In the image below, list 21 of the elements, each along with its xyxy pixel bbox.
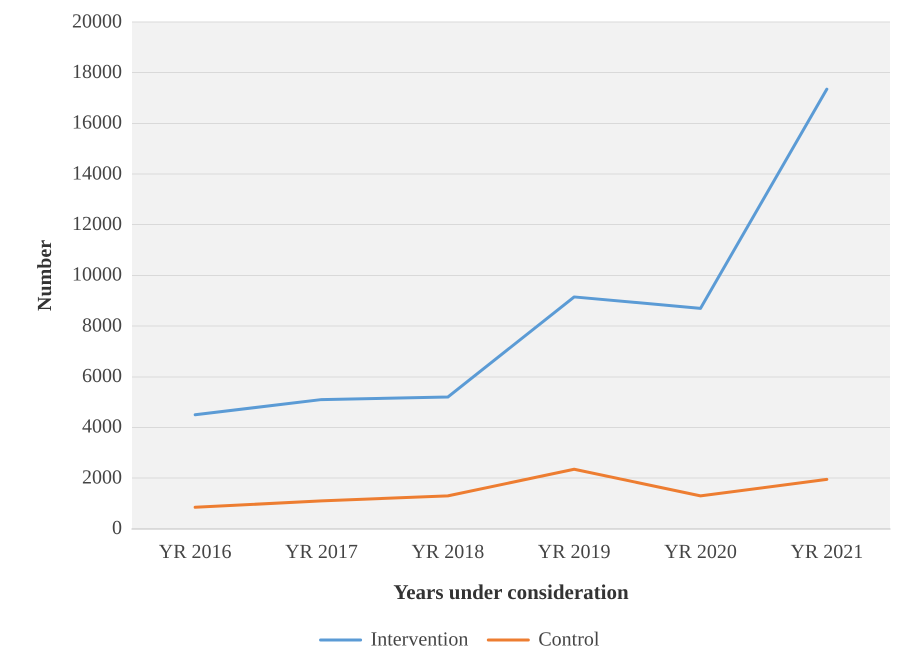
y-tick-label: 6000 — [82, 365, 122, 388]
x-tick-label: YR 2017 — [285, 541, 358, 564]
y-tick-label: 16000 — [72, 112, 122, 134]
y-tick-label: 8000 — [82, 314, 122, 336]
x-tick-label: YR 2016 — [158, 541, 232, 564]
y-tick-label: 20000 — [72, 10, 122, 32]
y-tick-label: 0 — [112, 517, 122, 540]
y-axis-title: Number — [34, 240, 56, 311]
y-tick-label: 4000 — [82, 416, 122, 438]
legend-label: Intervention — [370, 628, 468, 650]
x-tick-label: YR 2020 — [664, 541, 737, 564]
x-axis-title: Years under consideration — [393, 580, 629, 604]
y-tick-label: 12000 — [72, 212, 122, 235]
x-tick-label: YR 2019 — [538, 541, 611, 564]
x-tick-label: YR 2018 — [411, 541, 484, 564]
y-tick-label: 14000 — [72, 162, 122, 184]
legend-label: Control — [538, 628, 600, 650]
y-tick-label: 2000 — [82, 466, 122, 488]
y-tick-label: 10000 — [72, 264, 122, 286]
x-tick-label: YR 2021 — [790, 541, 864, 564]
y-tick-label: 18000 — [72, 60, 122, 83]
